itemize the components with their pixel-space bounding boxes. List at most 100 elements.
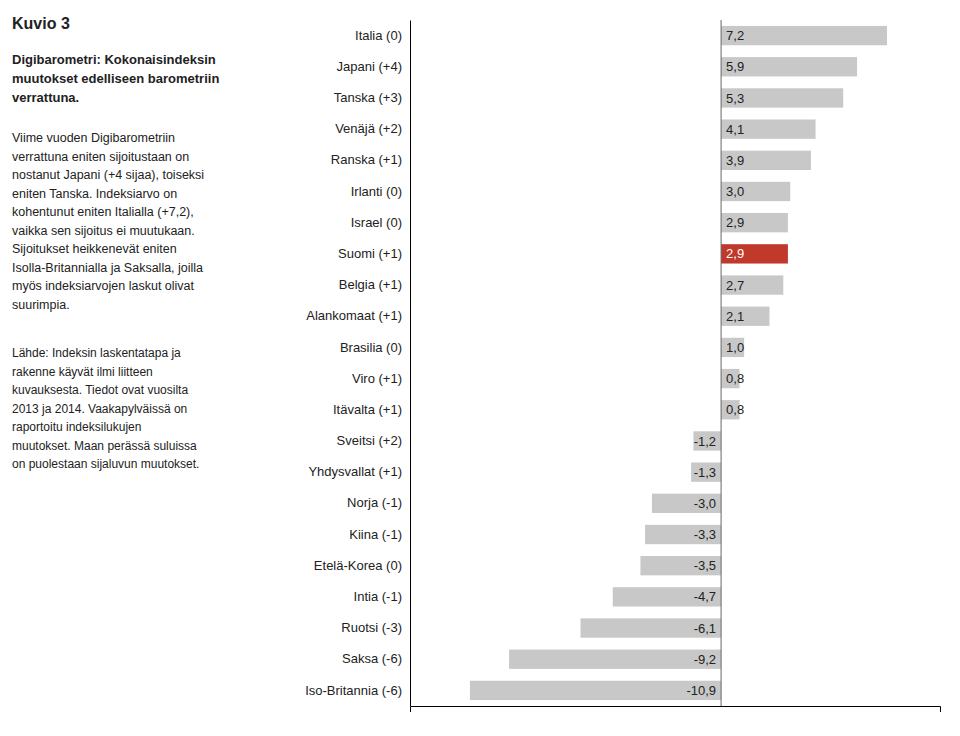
- bar: [721, 26, 887, 45]
- annotation-line: raportoitu indeksilukujen: [12, 420, 141, 434]
- bar: [581, 618, 722, 637]
- bar: [721, 275, 783, 294]
- bar: [470, 681, 721, 700]
- data-label: 3,0: [726, 184, 744, 199]
- x-axis-line: [411, 707, 941, 713]
- y-tick: Irlanti (0): [351, 184, 402, 199]
- data-label: 1,0: [726, 340, 744, 355]
- y-tick-label: Ruotsi (-3): [341, 620, 402, 635]
- data-label: -4,7: [694, 589, 716, 604]
- y-tick: Italia (0): [355, 28, 402, 43]
- data-label: -1,3: [694, 465, 716, 480]
- y-tick-label: Yhdysvallat (+1): [308, 464, 402, 479]
- y-tick: Japani (+4): [337, 59, 402, 74]
- subtitle-line: verrattuna.: [12, 90, 79, 105]
- annotation-line: rakenne käyvät ilmi liitteen: [12, 364, 153, 378]
- y-tick: Belgia (+1): [339, 277, 402, 292]
- bar: [721, 338, 744, 357]
- bar: [721, 119, 815, 138]
- subtitle-line: Digibarometri: Kokonaisindeksin: [12, 52, 216, 67]
- annotation-line: kuvauksesta. Tiedot ovat vuosilta: [12, 383, 188, 397]
- subtitle-line: muutokset edelliseen barometriin: [12, 71, 219, 86]
- bar: [640, 556, 721, 575]
- data-label: -10,9: [686, 683, 716, 698]
- annotation-line: muutokset. Maan perässä suluissa: [12, 438, 197, 452]
- y-tick-label: Etelä-Korea (0): [314, 558, 402, 573]
- y-tick-label: Itävalta (+1): [333, 402, 402, 417]
- annotation-line: Lähde: Indeksin laskentatapa ja: [12, 346, 181, 360]
- data-label: 2,9: [726, 215, 744, 230]
- chart-svg: Kuvio 3 Digibarometri: Kokonaisindeksin mu…: [0, 0, 960, 736]
- data-label: 2,7: [726, 278, 744, 293]
- annotation-line: Isolla-Britannialla ja Saksalla, joilla: [12, 260, 203, 274]
- y-tick: Saksa (-6): [342, 651, 402, 666]
- y-tick: Kiina (-1): [349, 527, 402, 542]
- y-tick-label: Viro (+1): [352, 371, 402, 386]
- zero-line: [721, 20, 722, 706]
- bar: [652, 494, 721, 513]
- bar: [645, 525, 721, 544]
- y-axis: Italia (0) Japani (+4) Tanska (+3) Venäjä (…: [305, 21, 410, 707]
- bar: [721, 88, 843, 107]
- subtitle: Digibarometri: Kokonaisindeksin muutokset…: [12, 52, 219, 105]
- y-tick: Alankomaat (+1): [306, 308, 402, 323]
- annotation: Viime vuoden Digibarometriinverrattuna e…: [12, 131, 204, 312]
- bar: [721, 307, 769, 326]
- title: Kuvio 3: [12, 15, 70, 32]
- y-tick: Ruotsi (-3): [341, 620, 402, 635]
- annotation-line: on puolestaan sijaluvun muutokset.: [12, 457, 199, 471]
- annotation-line: verrattuna eniten sijoitustaan on: [12, 149, 189, 163]
- y-tick-label: Suomi (+1): [338, 246, 402, 261]
- bar: [721, 244, 788, 263]
- data-label: -3,5: [694, 558, 716, 573]
- bar: [721, 213, 788, 232]
- y-tick-label: Iso-Britannia (-6): [305, 683, 402, 698]
- data-label: -6,1: [694, 621, 716, 636]
- bar: [509, 650, 721, 669]
- x-axis: [411, 707, 941, 713]
- y-tick-label: Norja (-1): [347, 495, 402, 510]
- y-tick: Suomi (+1): [338, 246, 402, 261]
- bar: [721, 182, 790, 201]
- y-tick-label: Irlanti (0): [351, 184, 402, 199]
- data-label: 0,8: [726, 371, 744, 386]
- y-tick-label: Saksa (-6): [342, 651, 402, 666]
- annotation-line: 2013 ja 2014. Vaakapylväissä on: [12, 401, 187, 415]
- y-tick-label: Tanska (+3): [334, 90, 402, 105]
- data-label: 7,2: [726, 28, 744, 43]
- y-tick: Ranska (+1): [331, 152, 402, 167]
- bar: [613, 587, 721, 606]
- y-tick: Norja (-1): [347, 495, 402, 510]
- y-tick: Iso-Britannia (-6): [305, 683, 402, 698]
- data-label: -3,0: [694, 496, 716, 511]
- y-tick: Venäjä (+2): [335, 121, 402, 136]
- bar: [691, 462, 721, 481]
- data-labels: 7,25,95,34,13,93,02,92,92,72,11,00,80,8-…: [686, 28, 744, 698]
- y-tick: Yhdysvallat (+1): [308, 464, 402, 479]
- annotation-line: suurimpia.: [12, 297, 70, 311]
- y-tick: Itävalta (+1): [333, 402, 402, 417]
- y-tick-label: Israel (0): [351, 215, 402, 230]
- annotation-line: nostanut Japani (+4 sijaa), toiseksi: [12, 168, 204, 182]
- plot: Italia (0) Japani (+4) Tanska (+3) Venäjä (…: [305, 20, 940, 712]
- data-label: 0,8: [726, 402, 744, 417]
- title-line: Kuvio 3: [12, 15, 70, 32]
- y-tick-label: Intia (-1): [354, 589, 402, 604]
- y-tick: Tanska (+3): [334, 90, 402, 105]
- data-label: -3,3: [694, 527, 716, 542]
- y-tick: Sveitsi (+2): [337, 433, 402, 448]
- annotation: Lähde: Indeksin laskentatapa ja rakenne k…: [12, 346, 199, 471]
- y-tick-label: Ranska (+1): [331, 152, 402, 167]
- y-tick: Brasilia (0): [340, 340, 402, 355]
- annotation-line: myös indeksiarvojen laskut olivat: [12, 279, 195, 293]
- y-tick-label: Kiina (-1): [349, 527, 402, 542]
- y-tick: Israel (0): [351, 215, 402, 230]
- bar: [721, 151, 811, 170]
- data-label: -9,2: [694, 652, 716, 667]
- data-label: 3,9: [726, 153, 744, 168]
- y-tick-label: Alankomaat (+1): [306, 308, 402, 323]
- annotation-line: vaikka sen sijoitus ei muutukaan.: [12, 223, 195, 237]
- bars: [470, 26, 887, 700]
- y-tick-label: Japani (+4): [337, 59, 402, 74]
- data-label: -1,2: [694, 434, 716, 449]
